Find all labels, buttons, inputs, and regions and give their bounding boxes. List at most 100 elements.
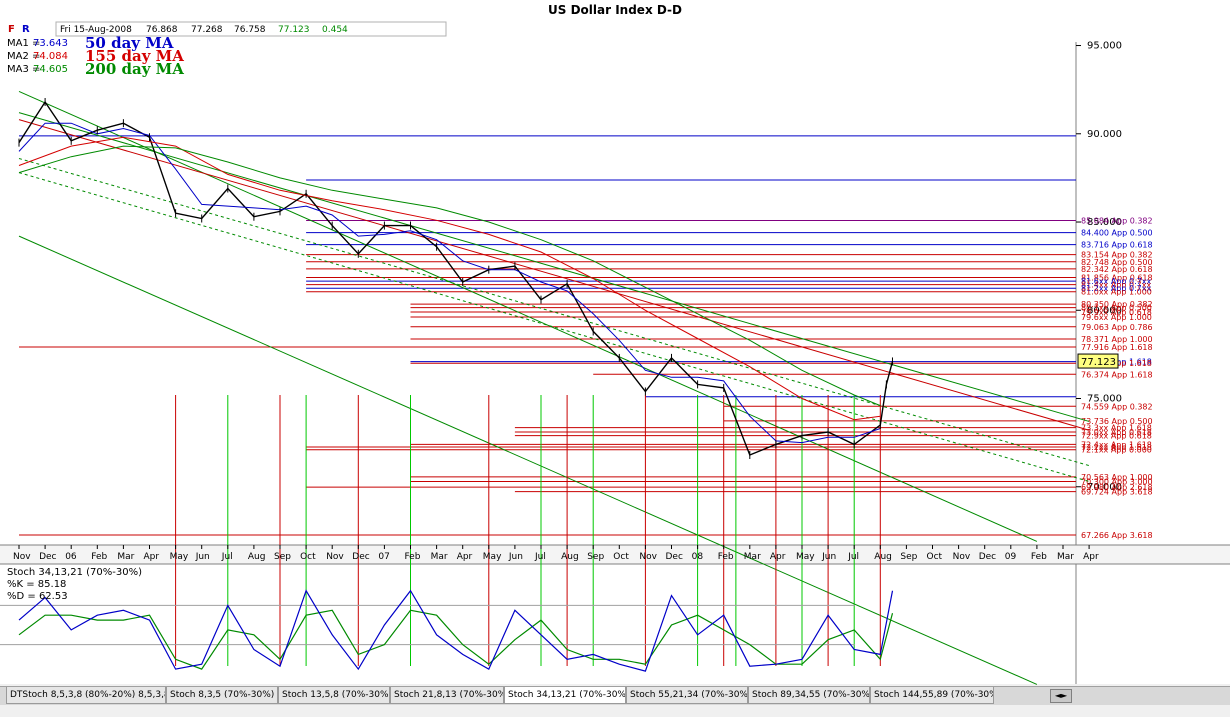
- ohlc-change: 0.454: [322, 25, 348, 35]
- x-tick-label: 06: [65, 552, 77, 562]
- stoch-d-value: %D = 62.53: [7, 591, 68, 602]
- stoch-d-line: [18, 609, 894, 670]
- indicator-tab[interactable]: Stoch 89,34,55 (70%-30%): [748, 687, 870, 704]
- level-label: 73.736 App 0.500: [1081, 417, 1153, 426]
- moving-average-line: [18, 145, 881, 407]
- stoch-plot-area: [0, 564, 1076, 684]
- ma-legend-title: 155 day MA: [85, 47, 184, 65]
- level-label: 82.748 App 0.500: [1081, 258, 1153, 267]
- ohlc-high: 77.268: [191, 25, 223, 35]
- x-tick-label: Jun: [821, 552, 836, 562]
- ma-legend-title: 50 day MA: [85, 34, 174, 52]
- x-tick-label: Jun: [508, 552, 523, 562]
- ma-legend-title: 200 day MA: [85, 60, 184, 78]
- level-label: 72.9xx App 0.618: [1081, 432, 1152, 441]
- x-tick-label: Apr: [770, 552, 786, 562]
- x-tick-label: May: [170, 552, 189, 562]
- flag-r-icon: R: [22, 24, 30, 35]
- x-tick-label: Dec: [979, 552, 996, 562]
- y-tick-label: 85.000: [1087, 217, 1122, 228]
- x-tick-label: Jul: [847, 552, 859, 562]
- level-label: 74.559 App 0.382: [1081, 402, 1153, 411]
- stoch-axis-area: [1076, 564, 1230, 684]
- channel-line: [18, 90, 1038, 542]
- y-tick-label: 70.000: [1087, 482, 1122, 493]
- level-label: 82.342 App 0.618: [1081, 265, 1153, 274]
- level-label: 72.4xx App 1.618: [1081, 440, 1152, 449]
- x-tick-label: May: [796, 552, 815, 562]
- price-axis-area: [1076, 42, 1230, 545]
- x-tick-label: Feb: [718, 552, 734, 562]
- x-tick-label: May: [483, 552, 502, 562]
- x-tick-label: Feb: [405, 552, 421, 562]
- x-tick-label: Sep: [900, 552, 917, 562]
- x-tick-label: Dec: [39, 552, 56, 562]
- x-tick-label: Nov: [953, 552, 971, 562]
- y-tick-label: 80.000: [1087, 305, 1122, 316]
- x-tick-label: Jul: [534, 552, 546, 562]
- y-tick-label: 90.000: [1087, 129, 1122, 140]
- x-tick-label: Dec: [352, 552, 369, 562]
- indicator-tab[interactable]: Stoch 8,3,5 (70%-30%): [166, 687, 278, 704]
- price-plot-area: [0, 42, 1076, 545]
- level-label: 79.9xx App 0.618: [1081, 308, 1152, 317]
- level-label: 80.350 App 0.382: [1081, 300, 1153, 309]
- level-label: 72.2xx App 1.618: [1081, 443, 1152, 452]
- level-label: 73.0xx App 0.618: [1081, 428, 1152, 437]
- channel-line: [18, 235, 1038, 685]
- x-tick-label: Apr: [144, 552, 160, 562]
- time-axis-strip: [0, 545, 1230, 564]
- level-label: 77.916 App 1.618: [1081, 343, 1153, 352]
- level-label: 73.3xx App 1.618: [1081, 424, 1152, 433]
- ohlc-date: Fri 15-Aug-2008: [60, 25, 132, 35]
- indicator-tab[interactable]: Stoch 34,13,21 (70%-30%): [504, 687, 626, 704]
- y-tick-label: 75.000: [1087, 394, 1122, 405]
- level-label: 69.724 App 3.618: [1081, 488, 1153, 497]
- x-tick-label: Feb: [91, 552, 107, 562]
- level-label: 72.1xx App 0.000: [1081, 446, 1152, 455]
- indicator-tab[interactable]: DTStoch 8,5,3,8 (80%-20%) 8,5,3,8: [6, 687, 166, 704]
- indicator-tab[interactable]: Stoch 55,21,34 (70%-30%): [626, 687, 748, 704]
- ohlc-close: 77.123: [278, 25, 310, 35]
- x-tick-label: Aug: [248, 552, 266, 562]
- tab-scroll-arrows-icon[interactable]: ◄►: [1050, 689, 1072, 703]
- x-tick-label: Sep: [274, 552, 291, 562]
- indicator-tab[interactable]: Stoch 21,8,13 (70%-30%): [390, 687, 504, 704]
- x-tick-label: Jul: [221, 552, 233, 562]
- ma-legend-value: 74.605: [33, 64, 68, 75]
- x-tick-label: Mar: [1057, 552, 1074, 562]
- ma-legend-label: MA3 =: [7, 64, 40, 75]
- y-tick-label: 95.000: [1087, 41, 1122, 52]
- stoch-k-line: [18, 589, 894, 672]
- level-label: 79.063 App 0.786: [1081, 323, 1153, 332]
- status-strip: [0, 705, 1230, 717]
- x-tick-label: Apr: [457, 552, 473, 562]
- indicator-tab[interactable]: Stoch 13,5,8 (70%-30%): [278, 687, 390, 704]
- level-label: 70.563 App 1.000: [1081, 473, 1153, 482]
- x-tick-label: Mar: [117, 552, 134, 562]
- level-label: 83.716 App 0.618: [1081, 241, 1153, 250]
- level-label: 81.0xx App 1.000: [1081, 288, 1152, 297]
- ohlc-open: 76.868: [146, 25, 178, 35]
- level-label: 80.1xx App 0.500: [1081, 304, 1152, 313]
- level-label: 67.266 App 3.618: [1081, 531, 1153, 540]
- x-tick-label: Nov: [639, 552, 657, 562]
- indicator-tab[interactable]: Stoch 144,55,89 (70%-30%): [870, 687, 994, 704]
- x-tick-label: 09: [1005, 552, 1017, 562]
- level-label: 78.371 App 1.000: [1081, 335, 1153, 344]
- indicator-tab-strip: DTStoch 8,5,3,8 (80%-20%) 8,5,3,8 Stoch 8…: [0, 686, 1230, 705]
- level-label: 84.400 App 0.500: [1081, 229, 1153, 238]
- chart-canvas[interactable]: F R Fri 15-Aug-2008 76.868 77.268 76.758 77.12…: [0, 20, 1230, 686]
- level-label: 81.6xx App 0.7xx: [1081, 277, 1151, 286]
- level-label: 69.980 App 2.618: [1081, 483, 1153, 492]
- last-price-label: 77.123: [1081, 357, 1116, 368]
- ohlc-readout-box: [55, 21, 447, 37]
- channel-line: [18, 119, 1090, 431]
- moving-average-line: [18, 122, 881, 444]
- ma-legend-value: 74.084: [33, 51, 68, 62]
- ma-legend-label: MA2 =: [7, 51, 40, 62]
- level-label: 70.300 App 3.000: [1081, 477, 1153, 486]
- x-tick-label: Oct: [300, 552, 316, 562]
- x-tick-label: Aug: [561, 552, 579, 562]
- ma-legend-label: MA1 =: [7, 38, 40, 49]
